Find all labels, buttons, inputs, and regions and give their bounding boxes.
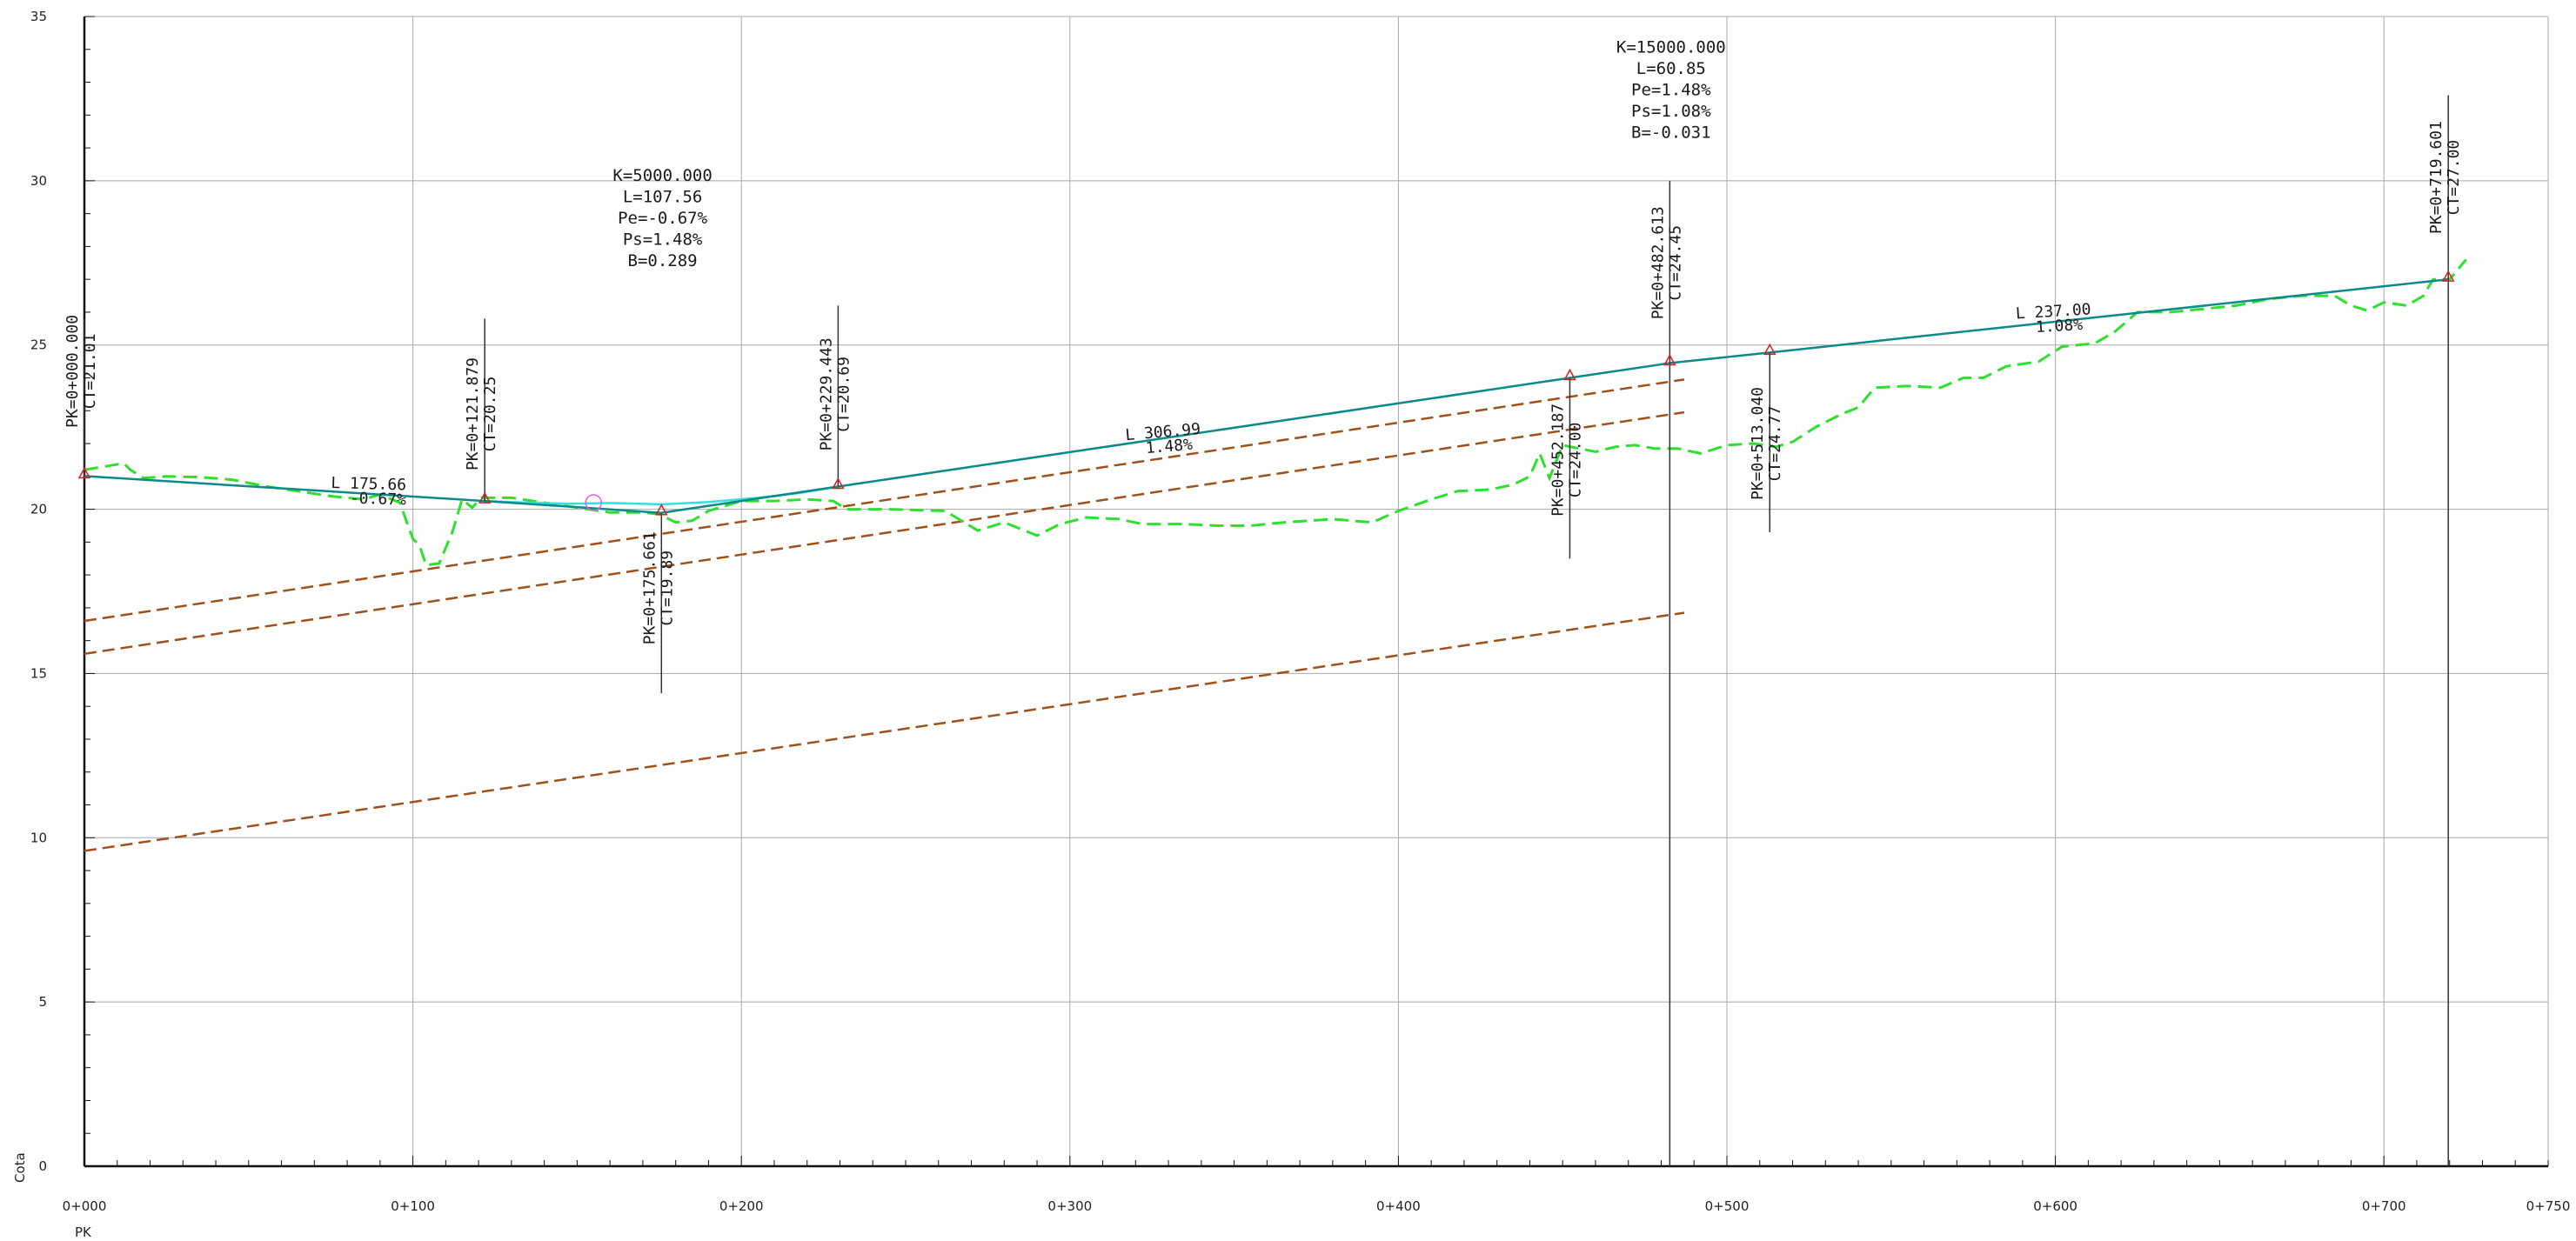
slope-label: L 306.991.48%	[1125, 420, 1201, 458]
station-ct-label: CT=20.69	[834, 357, 853, 432]
slope-label: L 237.001.08%	[2015, 300, 2091, 337]
x-tick-label: 0+100	[391, 1198, 435, 1214]
stratum-line	[84, 611, 1685, 852]
station: PK=0+121.879 CT=20.25	[464, 318, 499, 504]
tick-labels: 0+000 0+100 0+200 0+300 0+400 0+500 0+600 0+700…	[30, 9, 2570, 1214]
y-tick-label: 35	[30, 9, 47, 24]
station: PK=0+482.613 CT=24.45	[1649, 180, 1684, 1166]
station: PK=0+719.601 CT=27.00	[2427, 95, 2463, 1166]
y-tick-label: 10	[30, 830, 47, 845]
station-pk-label: PK=0+000.000	[64, 315, 82, 428]
curve-param-line: K=5000.000	[612, 166, 712, 185]
curve-midpoint-circle	[585, 494, 603, 511]
curve-param-line: L=60.85	[1636, 59, 1706, 78]
slope-length-label: L 237.00	[2015, 300, 2091, 323]
slope-labels: L 175.66-0.67% L 306.991.48% L 237.001.08%	[331, 300, 2091, 510]
station-ct-label: CT=27.00	[2445, 140, 2463, 216]
x-tick-label: 0+700	[2362, 1198, 2406, 1214]
station-pk-label: PK=0+175.661	[640, 531, 659, 644]
station-markers: PK=0+000.000 CT=21.01 PK=0+121.879 CT=20.25…	[64, 95, 2463, 1166]
grade-line-path	[84, 277, 2449, 514]
station-marker-triangle	[1763, 343, 1776, 356]
y-tick-label: 20	[30, 502, 47, 517]
curve-param-line: Ps=1.08%	[1631, 102, 1711, 121]
x-tick-label: 0+750	[2526, 1198, 2571, 1214]
y-tick-label: 30	[30, 173, 47, 189]
station-marker-triangle	[1563, 368, 1576, 381]
stratum-line	[84, 378, 1685, 623]
curve-param-line: B=-0.031	[1631, 123, 1711, 143]
slope-percent-label: 1.08%	[2035, 316, 2083, 337]
station-pk-label: PK=0+719.601	[2427, 121, 2446, 234]
soil-strata-lines	[84, 378, 1685, 852]
slope-length-label: L 175.66	[331, 474, 406, 494]
station: PK=0+229.443 CT=20.69	[817, 305, 853, 490]
station-pk-label: PK=0+121.879	[464, 357, 482, 470]
x-tick-label: 0+000	[63, 1198, 107, 1214]
chart-grid	[84, 16, 2549, 1167]
slope-percent-label: 1.48%	[1145, 436, 1194, 458]
station-marker-triangle	[1663, 353, 1676, 366]
station-pk-label: PK=0+482.613	[1649, 206, 1667, 319]
stratum-line	[84, 410, 1685, 656]
station: PK=0+175.661 CT=19.89	[640, 504, 676, 694]
station: PK=0+000.000 CT=21.01	[64, 315, 99, 479]
grade-line	[84, 277, 2449, 514]
station-ct-label: CT=24.77	[1766, 406, 1784, 482]
station-ct-label: CT=21.01	[81, 334, 99, 410]
curve-param-line: B=0.289	[628, 251, 698, 270]
station-pk-label: PK=0+229.443	[817, 337, 835, 450]
y-tick-label: 5	[38, 994, 47, 1010]
terrain-profile	[84, 258, 2467, 567]
x-axis-title: PK	[75, 1224, 92, 1240]
station-marker-triangle	[478, 491, 492, 504]
station-ct-label: CT=20.25	[481, 377, 499, 452]
x-tick-label: 0+500	[1705, 1198, 1750, 1214]
curve-param-line: K=15000.000	[1616, 38, 1726, 57]
station-marker-triangle	[77, 466, 91, 479]
station-marker-triangle	[832, 477, 845, 490]
x-tick-label: 0+400	[1376, 1198, 1421, 1214]
slope-percent-label: -0.67%	[350, 490, 407, 510]
curve-param-line: L=107.56	[623, 187, 703, 206]
curve-param-line: Ps=1.48%	[623, 230, 703, 249]
curve-param-line: Pe=1.48%	[1631, 81, 1711, 100]
chart-axes	[83, 16, 2549, 1168]
x-tick-label: 0+600	[2033, 1198, 2078, 1214]
y-tick-label: 15	[30, 665, 47, 681]
y-tick-label: 0	[38, 1158, 47, 1174]
slope-label: L 175.66-0.67%	[331, 474, 407, 510]
y-axis-title: Cota	[12, 1152, 28, 1183]
vertical-curve-params: K=15000.000 L=60.85 Pe=1.48% Ps=1.08% B=-0.0…	[1616, 38, 1726, 143]
vertical-curve-labels: K=5000.000 L=107.56 Pe=-0.67% Ps=1.48% B=0.2…	[612, 38, 1725, 270]
station-ct-label: CT=24.45	[1666, 225, 1684, 301]
x-tick-label: 0+300	[1047, 1198, 1092, 1214]
vertical-curve-params: K=5000.000 L=107.56 Pe=-0.67% Ps=1.48% B=0.2…	[612, 166, 712, 270]
station-pk-label: PK=0+513.040	[1749, 387, 1767, 500]
station-pk-label: PK=0+452.187	[1549, 404, 1567, 517]
x-tick-label: 0+200	[719, 1198, 764, 1214]
y-tick-label: 25	[30, 337, 47, 353]
terrain-line	[84, 258, 2467, 567]
station-ct-label: CT=24.00	[1566, 423, 1584, 498]
station-marker-triangle	[2441, 270, 2455, 282]
station-marker-triangle	[655, 504, 668, 516]
curve-param-line: Pe=-0.67%	[618, 209, 708, 228]
station: PK=0+513.040 CT=24.77	[1749, 343, 1784, 533]
station-ct-label: CT=19.89	[658, 550, 676, 626]
station: PK=0+452.187 CT=24.00	[1549, 368, 1584, 559]
